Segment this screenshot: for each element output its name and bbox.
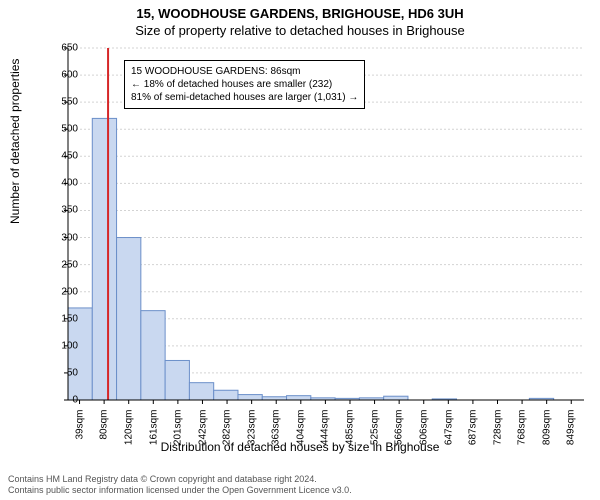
chart-title-sub: Size of property relative to detached ho… (0, 21, 600, 38)
y-tick-label: 100 (48, 340, 78, 351)
y-tick-label: 350 (48, 205, 78, 216)
y-tick-label: 150 (48, 313, 78, 324)
y-axis-label: Number of detached properties (8, 59, 22, 224)
y-tick-label: 200 (48, 286, 78, 297)
y-tick-label: 50 (48, 367, 78, 378)
y-tick-label: 0 (48, 395, 78, 406)
y-tick-label: 250 (48, 259, 78, 270)
y-tick-label: 450 (48, 151, 78, 162)
footer-line-1: Contains HM Land Registry data © Crown c… (8, 474, 352, 485)
y-tick-label: 300 (48, 232, 78, 243)
y-tick-label: 600 (48, 70, 78, 81)
footer-attribution: Contains HM Land Registry data © Crown c… (8, 474, 352, 496)
annotation-line-2: ← 18% of detached houses are smaller (23… (131, 78, 358, 91)
y-tick-label: 650 (48, 43, 78, 54)
y-tick-label: 400 (48, 178, 78, 189)
y-tick-label: 550 (48, 97, 78, 108)
annotation-line-3: 81% of semi-detached houses are larger (… (131, 91, 358, 104)
chart-title-main: 15, WOODHOUSE GARDENS, BRIGHOUSE, HD6 3U… (0, 0, 600, 21)
chart-container: 15, WOODHOUSE GARDENS, BRIGHOUSE, HD6 3U… (0, 0, 600, 500)
marker-annotation: 15 WOODHOUSE GARDENS: 86sqm ← 18% of det… (124, 60, 365, 109)
annotation-line-1: 15 WOODHOUSE GARDENS: 86sqm (131, 65, 358, 78)
x-axis-label: Distribution of detached houses by size … (0, 440, 600, 454)
y-tick-label: 500 (48, 124, 78, 135)
footer-line-2: Contains public sector information licen… (8, 485, 352, 496)
plot-area: 15 WOODHOUSE GARDENS: 86sqm ← 18% of det… (68, 48, 584, 400)
